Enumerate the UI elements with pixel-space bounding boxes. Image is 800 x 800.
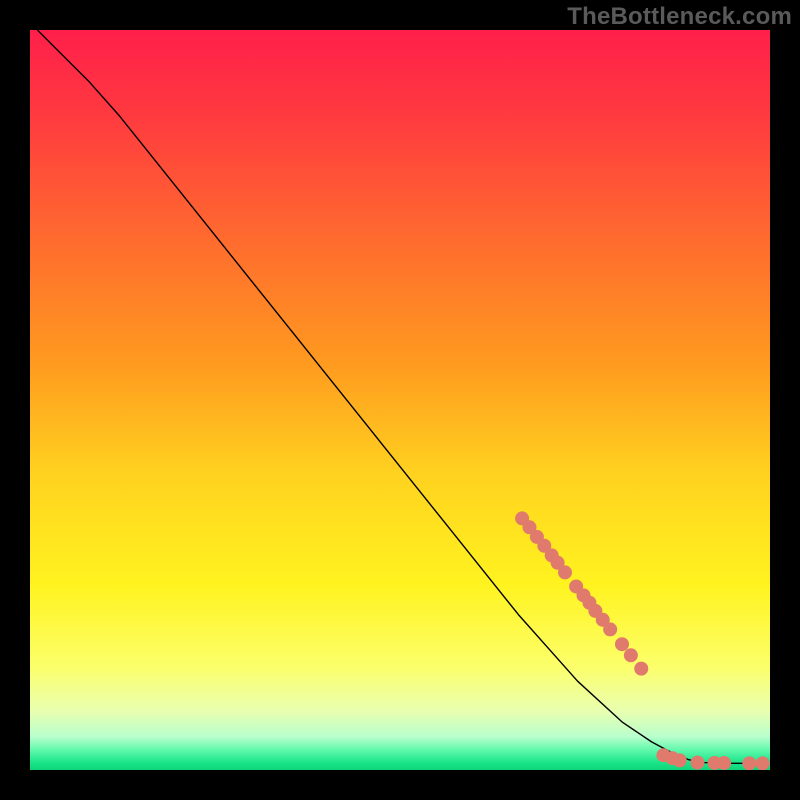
data-marker	[756, 756, 770, 770]
data-marker	[690, 756, 704, 770]
data-marker	[603, 622, 617, 636]
data-marker	[624, 648, 638, 662]
chart-stage: TheBottleneck.com	[0, 0, 800, 800]
data-marker	[634, 662, 648, 676]
data-marker	[742, 756, 756, 770]
watermark-text: TheBottleneck.com	[567, 3, 792, 31]
data-marker	[558, 565, 572, 579]
data-marker	[717, 756, 731, 770]
data-marker	[615, 637, 629, 651]
gradient-background	[30, 30, 770, 770]
data-marker	[673, 753, 687, 767]
plot-area	[30, 30, 770, 770]
chart-svg	[30, 30, 770, 770]
